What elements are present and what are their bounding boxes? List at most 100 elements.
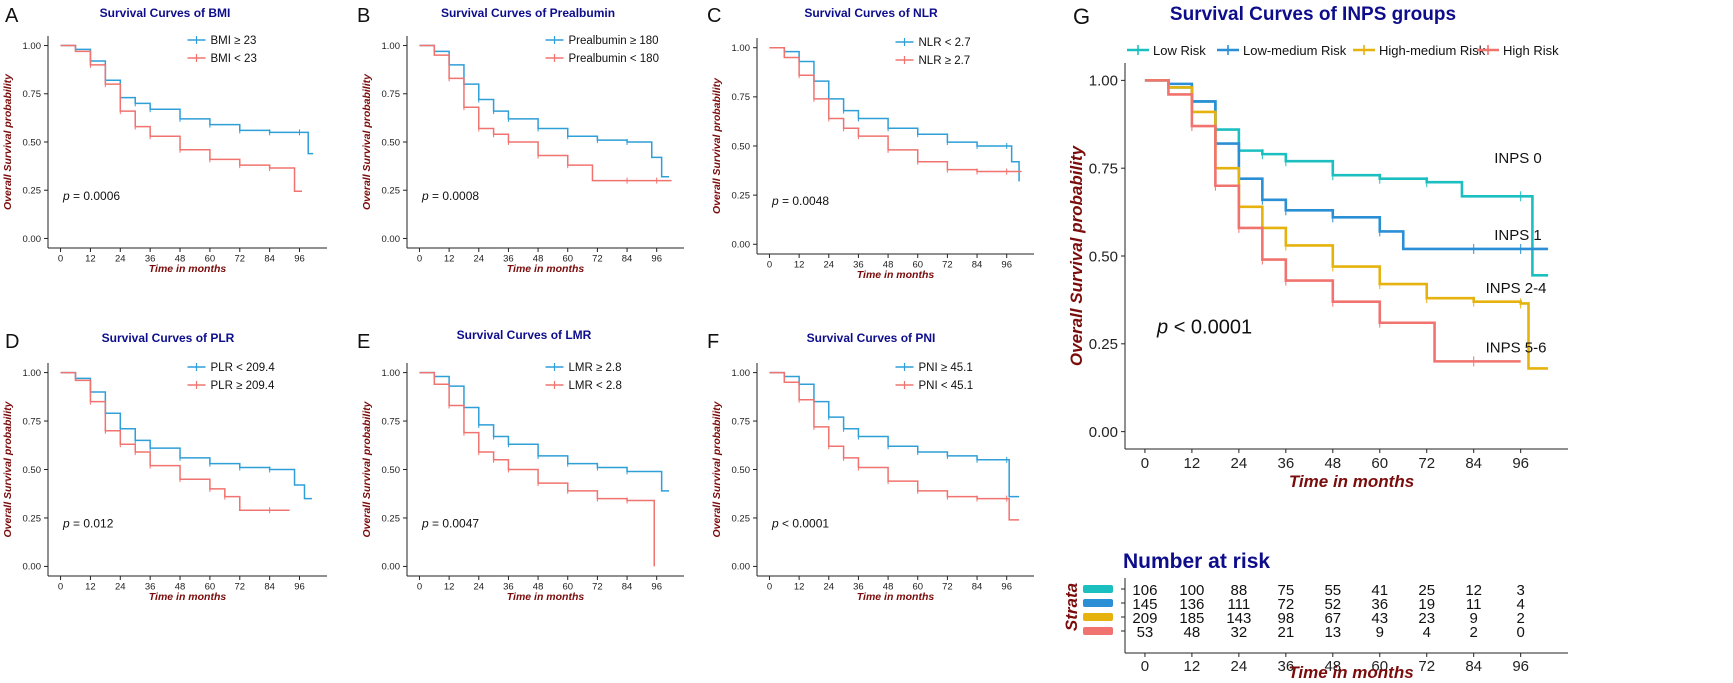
risk-count: 185: [1179, 610, 1204, 627]
y-tick-label: 0.75: [382, 416, 401, 427]
y-tick-label: 0.50: [23, 137, 42, 148]
x-tick-label: 36: [145, 582, 156, 593]
x-tick-label: 84: [622, 254, 633, 265]
chart-title: Survival Curves of PNI: [807, 331, 936, 345]
x-tick-label: 36: [503, 254, 514, 265]
y-tick-label: 0.75: [23, 416, 42, 427]
y-tick-label: 0.25: [732, 190, 751, 201]
chart-title: Survival Curves of LMR: [457, 328, 592, 342]
legend-entry: NLR < 2.7: [919, 37, 971, 49]
panel-letter: B: [357, 5, 370, 27]
risk-count: 41: [1371, 582, 1388, 599]
legend-entry: Low-medium Risk: [1243, 43, 1347, 58]
risk-x-tick-label: 12: [1184, 658, 1201, 675]
survival-curve-1: [769, 46, 1020, 182]
x-tick-label: 60: [562, 254, 573, 265]
y-tick-label: 0.75: [1089, 160, 1118, 177]
x-tick-label: 72: [234, 582, 245, 593]
risk-count: 100: [1179, 582, 1204, 599]
x-tick-label: 48: [533, 582, 544, 593]
x-tick-label: 24: [823, 582, 834, 593]
p-value: p = 0.0047: [421, 517, 479, 531]
risk-count: 13: [1324, 624, 1341, 641]
risk-count: 48: [1184, 624, 1201, 641]
risk-count: 0: [1516, 624, 1524, 641]
x-axis-label: Time in months: [857, 591, 935, 603]
risk-count: 9: [1470, 610, 1478, 627]
risk-x-tick-label: 36: [1277, 658, 1294, 675]
survival-curve-2: [60, 371, 290, 511]
survival-curve-3: [1144, 79, 1549, 370]
x-tick-label: 96: [1001, 582, 1012, 593]
y-tick-label: 0.50: [732, 141, 751, 152]
x-tick-label: 48: [883, 260, 894, 271]
survival-curve-1: [1144, 79, 1549, 277]
y-tick-label: 0.25: [382, 513, 401, 524]
y-tick-label: 1.00: [1089, 73, 1118, 90]
risk-count: 75: [1277, 582, 1294, 599]
x-tick-label: 60: [912, 260, 923, 271]
y-tick-label: 0.25: [23, 513, 42, 524]
panel-letter: G: [1073, 4, 1090, 29]
risk-count: 53: [1137, 624, 1154, 641]
survival-curve-2: [419, 44, 672, 182]
y-tick-label: 0.50: [23, 465, 42, 476]
x-tick-label: 84: [264, 254, 275, 265]
y-tick-label: 1.00: [23, 368, 42, 379]
survival-curve-2: [1144, 79, 1549, 251]
legend-entry: High Risk: [1503, 43, 1559, 58]
curve-label: INPS 1: [1494, 227, 1542, 244]
p-value: p = 0.0008: [421, 189, 479, 203]
y-tick-label: 0.75: [382, 89, 401, 100]
x-tick-label: 96: [651, 582, 662, 593]
x-tick-label: 0: [417, 582, 422, 593]
legend-entry: PLR ≥ 209.4: [211, 380, 275, 392]
x-axis-label: Time in months: [149, 591, 227, 603]
x-tick-label: 36: [145, 254, 156, 265]
panel-g: G Survival Curves of INPS groups 0.00 0.25 0…: [1067, 4, 1568, 491]
panel-d: D Survival Curves of PLR 0.00 0.25 0.50 0.75 1…: [2, 331, 327, 603]
x-tick-label: 48: [883, 582, 894, 593]
strata-swatch: [1083, 599, 1113, 607]
legend-entry: Low Risk: [1153, 43, 1206, 58]
chart-title: Survival Curves of Prealbumin: [441, 6, 615, 20]
y-tick-label: 0.00: [1089, 424, 1118, 441]
legend-entry: LMR < 2.8: [569, 380, 622, 392]
x-axis-label: Time in months: [507, 263, 585, 275]
panel-f: F Survival Curves of PNI 0.00 0.25 0.50 0.75 1…: [707, 331, 1034, 603]
survival-curve-4: [1144, 79, 1521, 363]
x-tick-label: 60: [205, 254, 216, 265]
x-tick-label: 12: [794, 582, 805, 593]
x-tick-label: 60: [1371, 455, 1388, 472]
y-tick-label: 0.00: [732, 562, 751, 573]
y-tick-label: 1.00: [382, 368, 401, 379]
survival-curve-2: [419, 371, 655, 567]
legend-entry: PNI < 45.1: [919, 380, 974, 392]
p-value: p < 0.0001: [771, 517, 829, 531]
x-tick-label: 12: [444, 254, 455, 265]
risk-count: 23: [1418, 610, 1435, 627]
risk-count: 12: [1465, 582, 1482, 599]
x-tick-label: 12: [85, 254, 96, 265]
x-tick-label: 48: [1324, 455, 1341, 472]
x-tick-label: 48: [533, 254, 544, 265]
x-tick-label: 36: [853, 260, 864, 271]
x-tick-label: 72: [234, 254, 245, 265]
survival-curve-1: [60, 371, 312, 500]
risk-count: 9: [1376, 624, 1384, 641]
y-tick-label: 0.25: [23, 186, 42, 197]
x-tick-label: 12: [794, 260, 805, 271]
x-tick-label: 72: [942, 582, 953, 593]
y-tick-label: 1.00: [732, 43, 751, 54]
y-axis-label: Overall Survival probability: [2, 400, 14, 537]
y-tick-label: 0.50: [732, 465, 751, 476]
y-tick-label: 0.50: [1089, 248, 1118, 265]
legend-entry: NLR ≥ 2.7: [919, 55, 971, 67]
y-tick-label: 0.00: [382, 234, 401, 245]
x-tick-label: 24: [1231, 455, 1248, 472]
y-tick-label: 1.00: [382, 41, 401, 52]
x-tick-label: 72: [942, 260, 953, 271]
risk-count: 25: [1418, 582, 1435, 599]
x-tick-label: 72: [592, 254, 603, 265]
